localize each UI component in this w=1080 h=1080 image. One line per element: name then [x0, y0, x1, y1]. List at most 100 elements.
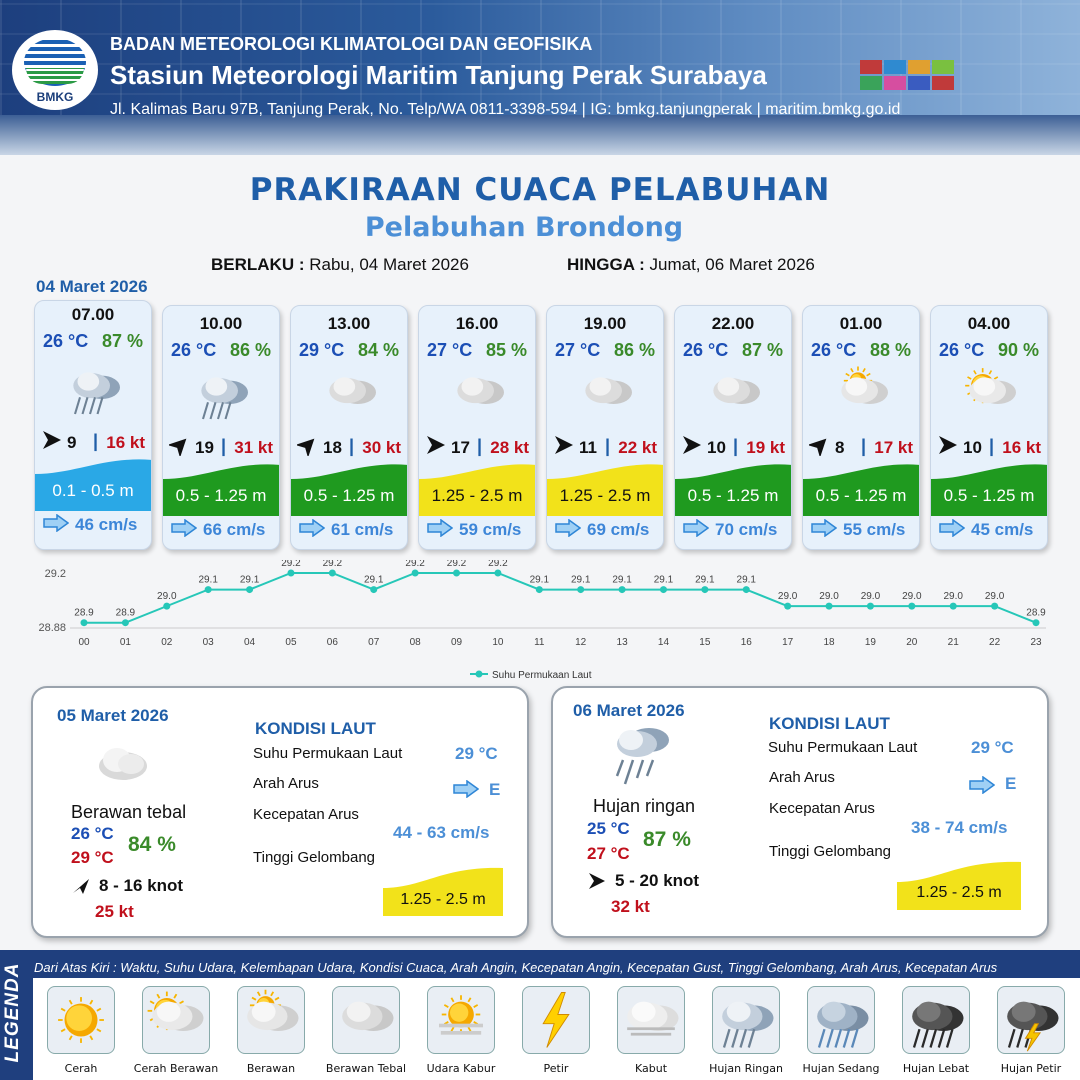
overcast-icon	[342, 1001, 394, 1031]
data-label: 29.1	[240, 575, 260, 586]
data-label: 29.0	[902, 591, 922, 602]
card-separator: |	[605, 436, 611, 456]
station-name: Stasiun Meteorologi Maritim Tanjung Pera…	[110, 60, 767, 90]
data-label: 29.1	[612, 575, 632, 586]
x-tick-label: 12	[575, 637, 587, 648]
wind-arrow-icon	[589, 873, 605, 889]
box-wind: 5 - 20 knot	[615, 871, 700, 890]
lightning-icon	[542, 992, 570, 1048]
card-time: 07.00	[71, 305, 115, 324]
card-humidity: 88 %	[869, 340, 911, 360]
overcast-icon	[99, 748, 147, 780]
data-point	[701, 586, 709, 594]
box-wind: 8 - 16 knot	[99, 876, 184, 895]
card-current-speed: 61 cm/s	[331, 520, 394, 539]
card-time: 16.00	[455, 314, 499, 333]
data-point	[908, 602, 916, 610]
card-wave-height: 0.1 - 0.5 m	[52, 481, 134, 500]
legend-label: Hujan Ringan	[709, 1062, 783, 1075]
x-tick-label: 15	[699, 637, 711, 648]
card-wind-speed: 19	[195, 438, 214, 457]
card-humidity: 84 %	[357, 340, 399, 360]
data-point	[204, 586, 212, 594]
rain-icon	[201, 377, 248, 420]
card-gust: 22 kt	[618, 438, 657, 457]
box-temp-min: 25 °C	[587, 819, 630, 838]
forecast-date: 04 Maret 2026	[36, 277, 148, 296]
current-arrow-icon	[453, 780, 479, 798]
current-arrow-icon	[811, 519, 837, 537]
wind-arrow-icon	[427, 436, 445, 454]
current-arrow-icon	[171, 519, 197, 537]
rain-icon	[73, 372, 120, 415]
data-point	[411, 569, 419, 577]
wave-label: Tinggi Gelombang	[769, 843, 892, 860]
card-temp: 26 °C	[171, 340, 217, 360]
data-point	[494, 569, 502, 577]
data-label: 29.1	[530, 575, 550, 586]
current-speed-label: Kecepatan Arus	[253, 806, 359, 823]
legend-item	[142, 986, 210, 1054]
data-label: 29.2	[405, 560, 425, 569]
wave-shape	[675, 464, 791, 516]
card-temp: 26 °C	[43, 331, 89, 351]
data-point	[163, 602, 171, 610]
card-time: 13.00	[327, 314, 371, 333]
partly-cloudy-icon	[147, 991, 204, 1031]
card-temp: 27 °C	[427, 340, 473, 360]
current-dir-label: Arah Arus	[769, 769, 835, 786]
wave-shape	[291, 464, 407, 516]
wave-value: 1.25 - 2.5 m	[400, 891, 486, 908]
wave-shape	[547, 464, 663, 516]
legend-item	[807, 986, 875, 1054]
card-current-speed: 45 cm/s	[971, 520, 1034, 539]
overcast-icon	[457, 377, 504, 404]
card-wave-height: 0.5 - 1.25 m	[815, 486, 907, 505]
rain-icon	[615, 728, 669, 785]
port-name: Pelabuhan Brondong	[364, 212, 684, 243]
card-wave-height: 0.5 - 1.25 m	[943, 486, 1035, 505]
forecast-card: 16.00 27 °C 85 % 17 | 28 kt 1.25 - 2.5 m…	[418, 305, 536, 550]
wave-shape	[897, 861, 1021, 910]
card-humidity: 90 %	[997, 340, 1039, 360]
data-label: 29.2	[281, 560, 301, 569]
x-tick-label: 18	[823, 637, 835, 648]
sst-label: Suhu Permukaan Laut	[253, 745, 403, 762]
legend-item	[332, 986, 400, 1054]
data-point	[1032, 619, 1040, 627]
sst-value: 29 °C	[455, 744, 498, 763]
card-temp: 26 °C	[683, 340, 729, 360]
data-label: 28.9	[74, 608, 94, 619]
card-separator: |	[733, 436, 739, 456]
legend-label: Berawan Tebal	[325, 1062, 407, 1075]
current-speed: 38 - 74 cm/s	[911, 818, 1008, 837]
wind-arrow-icon	[683, 436, 701, 454]
card-humidity: 86 %	[229, 340, 271, 360]
heavy-rain-icon	[912, 1001, 964, 1048]
x-tick-label: 19	[865, 637, 877, 648]
x-tick-label: 22	[989, 637, 1001, 648]
current-arrow-icon	[555, 519, 581, 537]
legend-title: LEGENDA	[2, 962, 23, 1063]
data-point	[659, 586, 667, 594]
card-separator: |	[349, 436, 355, 456]
current-arrow-icon	[427, 519, 453, 537]
data-label: 28.9	[116, 608, 136, 619]
card-gust: 16 kt	[1002, 438, 1041, 457]
legend-label: Hujan Sedang	[802, 1062, 880, 1075]
data-label: 29.1	[737, 575, 757, 586]
x-tick-label: 00	[78, 637, 90, 648]
card-separator: |	[477, 436, 483, 456]
legend-label: Hujan Petir	[1000, 1062, 1062, 1075]
card-humidity: 87 %	[741, 340, 783, 360]
x-tick-label: 09	[451, 637, 463, 648]
legend-marker	[475, 670, 483, 678]
data-point	[287, 569, 295, 577]
box-humidity: 87 %	[643, 828, 691, 851]
x-tick-label: 02	[161, 637, 173, 648]
card-wind-speed: 17	[451, 438, 470, 457]
forecast-card: 10.00 26 °C 86 % 19 | 31 kt 0.5 - 1.25 m…	[162, 305, 280, 550]
data-point	[825, 602, 833, 610]
legend-label: Petir	[543, 1062, 569, 1075]
data-point	[328, 569, 336, 577]
